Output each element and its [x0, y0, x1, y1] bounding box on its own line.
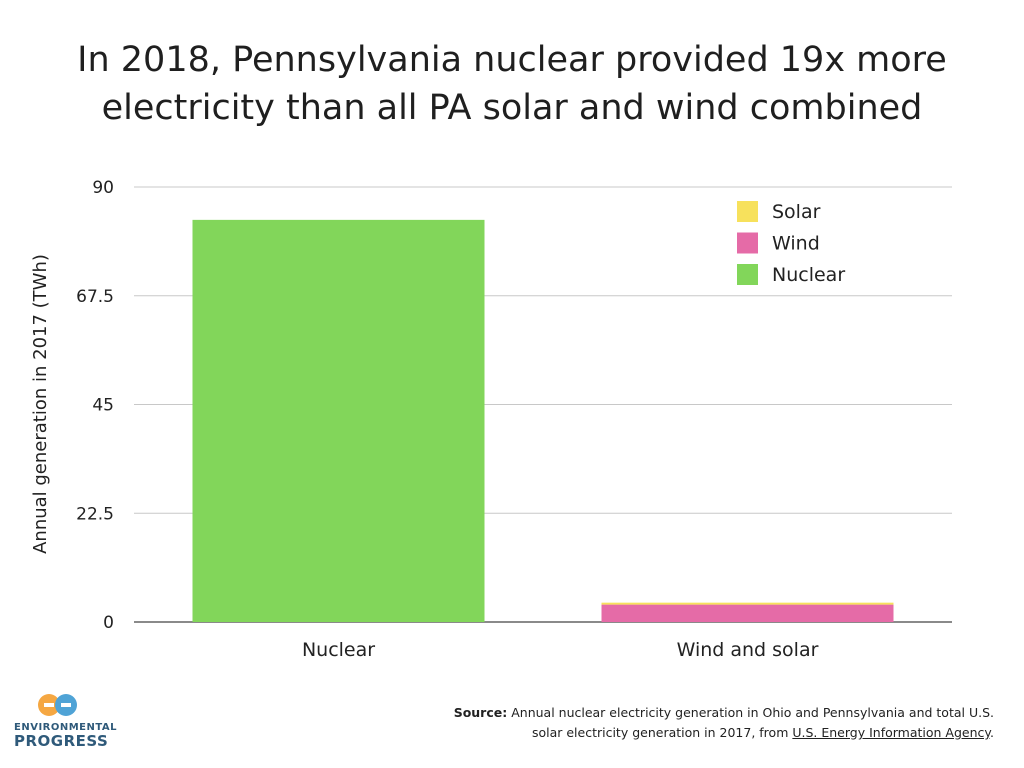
- y-tick-label: 67.5: [76, 287, 114, 307]
- source-agency-link[interactable]: U.S. Energy Information Agency: [792, 725, 991, 740]
- logo-text-line2: PROGRESS: [14, 732, 109, 750]
- legend-swatch-solar: [737, 201, 758, 222]
- legend-label-solar: Solar: [772, 201, 821, 223]
- legend-label-nuclear: Nuclear: [772, 264, 845, 286]
- environmental-progress-logo: ENVIRONMENTAL PROGRESS: [14, 692, 118, 752]
- x-category-label: Nuclear: [302, 639, 375, 661]
- y-tick-label: 22.5: [76, 504, 114, 524]
- source-text: Annual nuclear electricity generation in…: [511, 705, 994, 740]
- x-category-label: Wind and solar: [677, 639, 819, 661]
- source-note: Source: Annual nuclear electricity gener…: [434, 703, 994, 743]
- x-axis-categories: Nuclear Wind and solar: [302, 639, 819, 661]
- y-tick-label: 0: [103, 613, 114, 633]
- y-tick-label: 90: [92, 178, 114, 198]
- bar-nuclear-nuclear: [192, 219, 485, 622]
- y-axis-ticks: 0 22.5 45 67.5 90: [76, 178, 114, 633]
- y-tick-label: 45: [92, 396, 114, 416]
- chart-title: In 2018, Pennsylvania nuclear provided 1…: [77, 40, 947, 128]
- logo-text-line1: ENVIRONMENTAL: [14, 722, 118, 733]
- bar-solar-wind-and-solar: [601, 602, 894, 605]
- source-end: .: [990, 725, 994, 740]
- ep-logo-mark-icon: [38, 694, 77, 716]
- y-axis-label: Annual generation in 2017 (TWh): [30, 254, 51, 554]
- legend-swatch-wind: [737, 232, 758, 254]
- legend-label-wind: Wind: [772, 233, 820, 255]
- source-label: Source:: [453, 705, 508, 720]
- legend: Solar Wind Nuclear: [737, 201, 845, 286]
- bars: [192, 219, 894, 622]
- bar-chart: 0 22.5 45 67.5 90 Nuclear Wind and solar Annu…: [30, 178, 952, 661]
- legend-swatch-nuclear: [737, 264, 758, 285]
- bar-wind-wind-and-solar: [601, 604, 894, 622]
